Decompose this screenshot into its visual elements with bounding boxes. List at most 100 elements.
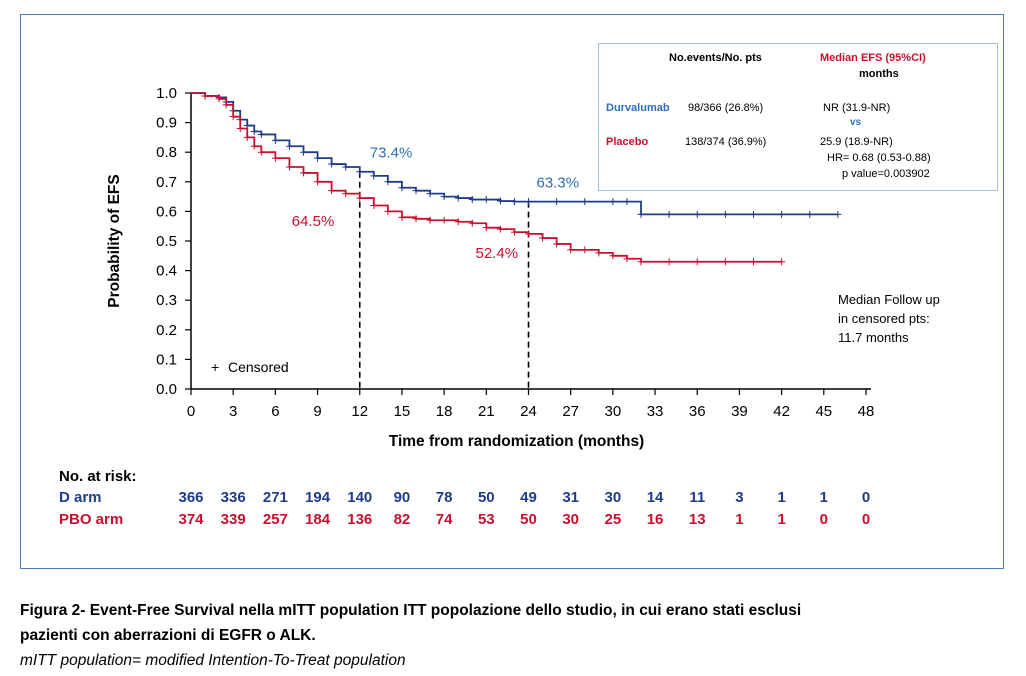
censor-mark-placebo [693,258,701,266]
risk-count: 0 [862,489,870,506]
x-tick-label: 33 [647,403,664,420]
censor-mark-placebo [356,194,364,202]
risk-count: 30 [562,511,579,528]
censor-mark-placebo [342,190,350,198]
censor-mark-durvalumab [370,172,378,180]
followup-note: Median Follow up in censored pts: 11.7 m… [838,290,940,347]
caption-line-1: Figura 2- Event-Free Survival nella mITT… [20,602,802,619]
risk-count: 49 [520,489,537,506]
censor-mark-placebo [525,230,532,238]
x-tick-label: 27 [562,403,579,420]
censor-mark-placebo [440,216,448,224]
censor-mark-durvalumab [665,210,673,218]
censor-mark-durvalumab [806,210,814,218]
x-tick-label: 48 [858,403,875,420]
censor-mark-placebo [229,113,237,121]
censor-mark-placebo [271,154,279,162]
censor-mark-placebo [243,133,251,141]
x-tick-label: 3 [229,403,237,420]
col-events-header: No.events/No. pts [669,52,762,64]
censored-marker: + [211,359,219,375]
censor-mark-durvalumab [412,187,420,195]
data-label: 63.3% [537,175,580,192]
vs-label: vs [850,117,862,128]
y-tick-label: 0.4 [156,263,177,280]
censor-mark-durvalumab [693,210,701,218]
risk-count: 50 [520,511,537,528]
figure-frame: 0 3 6 9 12 15 18 21 24 27 30 33 36 39 42 45 48 0.0 0.1 0.2 0… [20,14,1004,569]
censor-mark-durvalumab [510,198,518,206]
censor-mark-placebo [496,225,504,233]
durvalumab-events: 98/366 (26.8%) [688,102,764,114]
risk-count: 271 [263,489,288,506]
censor-mark-placebo [201,92,209,100]
risk-count: 16 [647,511,664,528]
risk-count: 1 [777,511,785,528]
risk-count: 336 [221,489,246,506]
censor-mark-placebo [398,213,406,221]
censor-mark-placebo [384,207,392,215]
censor-mark-placebo [595,249,603,257]
x-tick-label: 0 [187,403,195,420]
censor-mark-placebo [236,125,244,133]
censor-mark-placebo [222,101,230,109]
censor-mark-placebo [665,258,673,266]
x-tick-label: 21 [478,403,495,420]
x-tick-label: 39 [731,403,748,420]
data-label: 52.4% [476,245,519,262]
censor-mark-placebo [567,246,575,254]
x-tick-label: 36 [689,403,706,420]
risk-count: 140 [347,489,372,506]
censor-mark-durvalumab [285,142,293,150]
risk-count: 31 [562,489,579,506]
placebo-median: 25.9 (18.9-NR) [820,136,893,148]
x-tick-label: 15 [394,403,411,420]
censor-mark-durvalumab [356,168,364,176]
censor-mark-placebo [426,216,434,224]
censor-mark-placebo [250,142,258,150]
data-label: 64.5% [292,213,335,230]
x-tick-label: 6 [271,403,279,420]
censor-mark-placebo [553,240,561,248]
censor-mark-placebo [721,258,729,266]
censor-mark-placebo [778,258,786,266]
x-tick-label: 12 [351,403,368,420]
risk-count: 1 [777,489,785,506]
p-value: p value=0.003902 [842,168,930,180]
risk-count: 82 [394,511,411,528]
censor-mark-placebo [328,187,336,195]
risk-count: 339 [221,511,246,528]
censor-mark-durvalumab [426,190,434,198]
censor-mark-durvalumab [496,197,504,205]
censor-mark-durvalumab [257,130,265,138]
censor-mark-placebo [314,178,322,186]
col-median-header: Median EFS (95%CI) [820,52,926,64]
risk-table-title: No. at risk: [59,468,137,485]
censor-mark-placebo [215,95,223,103]
censor-mark-durvalumab [440,193,448,201]
censor-mark-placebo [510,228,518,236]
risk-count: 50 [478,489,495,506]
censor-mark-durvalumab [454,194,462,202]
risk-count: 194 [305,489,331,506]
risk-count: 3 [735,489,743,506]
risk-count: 136 [347,511,372,528]
km-chart: 0 3 6 9 12 15 18 21 24 27 30 33 36 39 42 45 480.00.10.20… [59,85,875,528]
legend-durvalumab: Durvalumab [606,102,670,114]
risk-count: 1 [820,489,828,506]
legend-table: No.events/No. pts Median EFS (95%CI) mon… [598,43,998,191]
censor-mark-placebo [454,218,462,226]
risk-count: 90 [394,489,411,506]
censor-mark-placebo [468,219,476,227]
censor-mark-durvalumab [468,196,476,204]
caption-line-3: mITT population= modified Intention-To-T… [20,652,406,669]
series-line-durvalumab [191,92,838,216]
censor-mark-placebo [482,224,490,232]
legend-placebo: Placebo [606,136,649,148]
censor-mark-durvalumab [384,178,392,186]
risk-count: 14 [647,489,664,506]
censor-mark-placebo [750,258,757,266]
y-tick-label: 0.0 [156,381,177,398]
risk-count: 53 [478,511,495,528]
x-tick-label: 30 [605,403,622,420]
